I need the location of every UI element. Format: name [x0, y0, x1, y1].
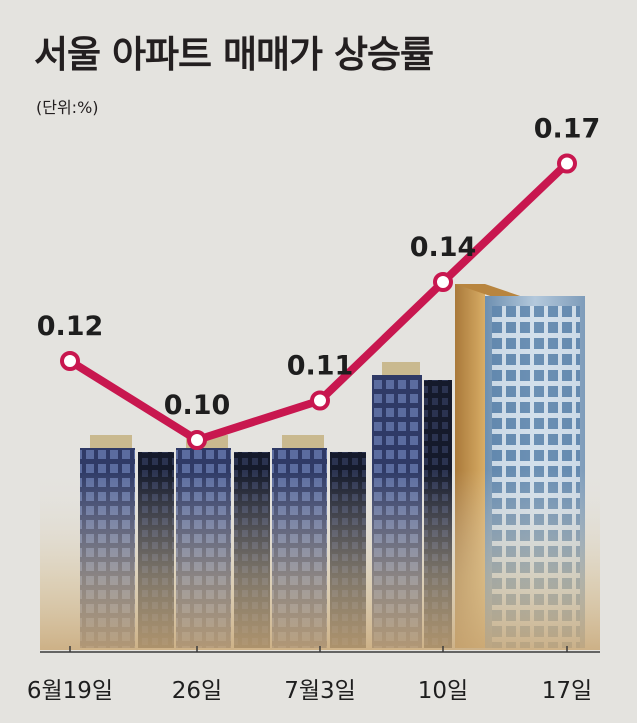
data-point: [60, 351, 80, 371]
x-tick-label: 6월19일: [27, 678, 113, 704]
building-illustration: [40, 284, 600, 650]
data-label: 0.12: [37, 311, 104, 342]
data-label: 0.11: [287, 351, 354, 382]
unit-label: (단위:%): [36, 98, 99, 117]
data-label: 0.10: [164, 390, 231, 421]
x-tick-label: 26일: [172, 678, 222, 704]
data-label: 0.14: [410, 232, 477, 263]
data-point: [310, 390, 330, 411]
x-tick-label: 10일: [418, 678, 468, 704]
data-point: [433, 272, 453, 292]
x-tick-label: 17일: [542, 678, 592, 704]
data-label: 0.17: [534, 114, 601, 145]
data-point: [557, 153, 577, 174]
x-tick-label: 7월3일: [284, 678, 356, 704]
data-point: [187, 430, 207, 450]
chart-title: 서울 아파트 매매가 상승률: [34, 33, 434, 76]
